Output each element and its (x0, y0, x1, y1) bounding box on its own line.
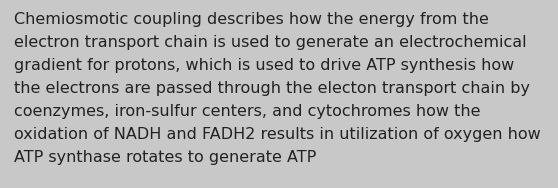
Text: coenzymes, iron-sulfur centers, and cytochromes how the: coenzymes, iron-sulfur centers, and cyto… (14, 104, 480, 119)
Text: the electrons are passed through the electon transport chain by: the electrons are passed through the ele… (14, 81, 530, 96)
Text: electron transport chain is used to generate an electrochemical: electron transport chain is used to gene… (14, 35, 527, 50)
Text: Chemiosmotic coupling describes how the energy from the: Chemiosmotic coupling describes how the … (14, 12, 489, 27)
Text: oxidation of NADH and FADH2 results in utilization of oxygen how: oxidation of NADH and FADH2 results in u… (14, 127, 541, 142)
Text: gradient for protons, which is used to drive ATP synthesis how: gradient for protons, which is used to d… (14, 58, 514, 73)
Text: ATP synthase rotates to generate ATP: ATP synthase rotates to generate ATP (14, 150, 316, 165)
